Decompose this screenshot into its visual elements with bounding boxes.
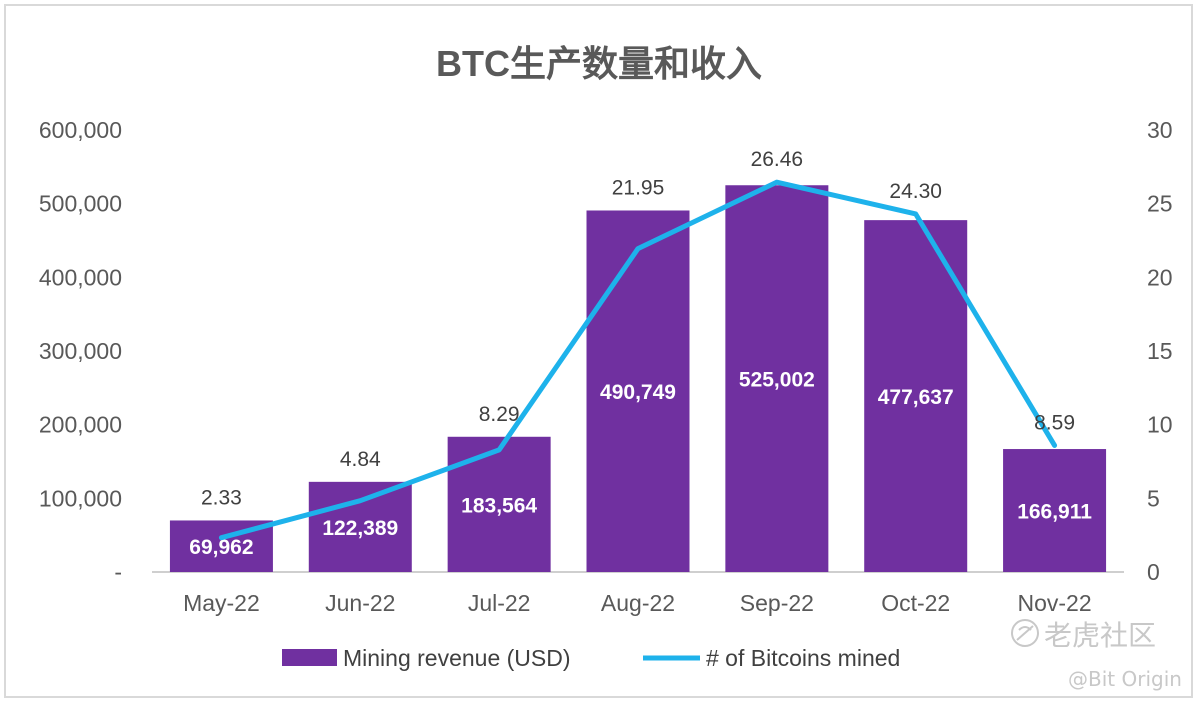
line-data-label: 21.95 — [612, 176, 665, 199]
bar-series — [169, 185, 1107, 572]
bar — [586, 210, 690, 572]
bar-labels: 69,962 122,389 183,564 490,749 525,002 477,63… — [189, 369, 1092, 560]
legend: Mining revenue (USD) # of Bitcoins mined — [282, 645, 900, 671]
bar — [308, 481, 412, 572]
right-tick-label: 5 — [1147, 485, 1160, 511]
line-data-label: 24.30 — [889, 180, 942, 203]
line-data-label: 4.84 — [340, 448, 381, 471]
right-tick-label: 0 — [1147, 559, 1160, 585]
bar — [864, 220, 968, 572]
right-axis: 0 5 10 15 20 25 30 — [1147, 117, 1173, 585]
bar-data-label: 183,564 — [461, 494, 537, 517]
bar-data-label: 69,962 — [189, 536, 253, 559]
x-tick-label: Aug-22 — [601, 590, 675, 616]
bar — [1003, 449, 1107, 572]
left-axis: - 100,000 200,000 300,000 400,000 500,000 600,… — [39, 117, 122, 585]
chart-title: BTC生产数量和收入 — [436, 43, 762, 84]
left-tick-label: 100,000 — [39, 485, 122, 511]
line-data-label: 8.59 — [1034, 411, 1075, 434]
right-tick-label: 30 — [1147, 117, 1173, 143]
x-tick-label: May-22 — [183, 590, 260, 616]
left-tick-label: 400,000 — [39, 264, 122, 290]
watermark-handle: @Bit Origin — [1068, 667, 1182, 691]
x-tick-label: Sep-22 — [740, 590, 814, 616]
left-tick-label: 500,000 — [39, 191, 122, 217]
bar-data-label: 166,911 — [1017, 501, 1092, 524]
watermark-logo-icon — [1011, 619, 1039, 647]
watermark: 老虎社区 @Bit Origin — [1011, 619, 1182, 691]
bar-data-label: 525,002 — [739, 369, 815, 392]
left-tick-label: 300,000 — [39, 338, 122, 364]
left-tick-label: 600,000 — [39, 117, 122, 143]
legend-label-bitcoins: # of Bitcoins mined — [706, 645, 900, 671]
bar-data-label: 477,637 — [878, 386, 954, 409]
line-data-label: 26.46 — [751, 148, 804, 171]
x-tick-label: Jun-22 — [325, 590, 395, 616]
bar — [725, 185, 829, 572]
line-data-label: 2.33 — [201, 486, 242, 509]
right-tick-label: 10 — [1147, 412, 1173, 438]
legend-swatch-bar — [282, 649, 337, 666]
watermark-brand: 老虎社区 — [1044, 619, 1156, 652]
line-series — [218, 179, 1058, 541]
bar-data-label: 122,389 — [322, 517, 398, 540]
right-tick-label: 25 — [1147, 191, 1173, 217]
right-tick-label: 15 — [1147, 338, 1173, 364]
left-tick-label: 200,000 — [39, 412, 122, 438]
legend-label-revenue: Mining revenue (USD) — [343, 645, 571, 671]
x-axis: May-22 Jun-22 Jul-22 Aug-22 Sep-22 Oct-22 Nov-… — [183, 590, 1092, 616]
left-tick-label: - — [114, 559, 122, 585]
bar — [447, 436, 551, 572]
line-data-label: 8.29 — [479, 403, 520, 426]
line-labels: 2.33 4.84 8.29 21.95 26.46 24.30 8.59 — [201, 148, 1075, 509]
x-tick-label: Oct-22 — [881, 590, 950, 616]
x-tick-label: Nov-22 — [1017, 590, 1091, 616]
right-tick-label: 20 — [1147, 264, 1173, 290]
x-tick-label: Jul-22 — [468, 590, 531, 616]
bar-data-label: 490,749 — [600, 381, 676, 404]
